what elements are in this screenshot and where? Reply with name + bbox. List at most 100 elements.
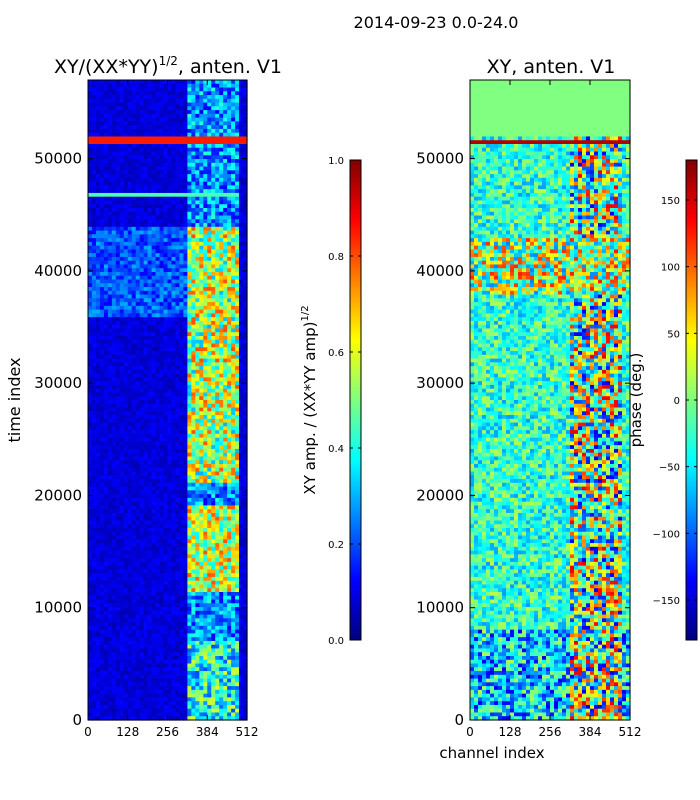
heatmap-cell [211,415,216,420]
heatmap-cell [199,403,204,409]
heatmap-cell [143,298,149,303]
heatmap-cell [151,358,157,363]
heatmap-cell [88,125,93,130]
heatmap-cell [99,486,105,491]
heatmap-cell [211,475,216,480]
heatmap-cell [119,456,125,461]
heatmap-cell [235,144,240,149]
heatmap-cell [95,177,101,183]
heatmap-cell [219,309,224,315]
heatmap-cell [91,400,97,405]
heatmap-cell [235,524,240,529]
heatmap-cell [135,287,141,292]
heatmap-cell [123,471,129,476]
heatmap-cell [155,516,161,522]
heatmap-cell [183,245,188,251]
heatmap-cell [195,230,200,235]
heatmap-cell [99,219,105,224]
heatmap-cell [159,260,165,266]
heatmap-cell [235,185,240,190]
heatmap-cell [135,418,141,424]
heatmap-cell [191,151,196,156]
heatmap-cell [171,245,177,251]
heatmap-cell [131,91,137,96]
heatmap-cell [211,317,216,322]
heatmap-cell [199,238,204,243]
heatmap-cell [243,170,248,175]
heatmap-cell [95,226,101,232]
heatmap-cell [227,279,232,284]
heatmap-cell [139,313,145,318]
heatmap-cell [123,392,129,397]
heatmap-cell [239,102,244,107]
heatmap-cell [131,196,137,202]
heatmap-cell [159,377,165,382]
heatmap-cell [203,407,208,412]
heatmap-cell [163,373,169,379]
heatmap-cell [239,381,244,386]
heatmap-cell [111,223,117,228]
heatmap-cell [147,226,153,232]
heatmap-cell [159,441,165,446]
heatmap-cell [147,516,153,522]
heatmap-cell [123,87,129,92]
heatmap-cell [219,305,224,311]
heatmap-cell [207,497,212,503]
heatmap-cell [147,305,153,311]
heatmap-cell [199,320,204,326]
heatmap-cell [179,305,185,311]
heatmap-cell [123,106,129,111]
heatmap-cell [227,418,232,424]
heatmap-cell [119,294,125,299]
heatmap-cell [211,113,216,119]
heatmap-cell [167,317,173,322]
heatmap-cell [167,91,173,96]
heatmap-cell [111,219,117,224]
heatmap-cell [175,328,181,333]
heatmap-cell [231,539,236,544]
heatmap-cell [211,128,216,134]
heatmap-cell [199,125,204,130]
heatmap-cell [187,520,192,525]
heatmap-cell [115,373,121,379]
heatmap-cell [127,482,133,488]
heatmap-cell [211,249,216,254]
heatmap-cell [231,475,236,480]
heatmap-cell [143,132,149,138]
heatmap-cell [175,249,181,254]
heatmap-cell [183,426,188,431]
heatmap-cell [183,223,188,228]
heatmap-cell [115,422,121,427]
heatmap-cell [91,524,97,529]
heatmap-cell [107,144,113,149]
heatmap-cell [103,546,109,552]
heatmap-cell [195,256,200,262]
heatmap-cell [119,215,125,220]
heatmap-cell [99,245,105,251]
heatmap-cell [223,426,228,431]
heatmap-cell [95,245,101,251]
heatmap-cell [231,313,236,318]
heatmap-cell [127,528,133,533]
heatmap-cell [179,87,185,92]
heatmap-cell [235,328,240,333]
heatmap-cell [231,309,236,315]
heatmap-cell [163,91,169,96]
heatmap-cell [95,332,101,337]
heatmap-cell [123,486,129,491]
heatmap-cell [151,418,157,424]
heatmap-cell [99,546,105,552]
heatmap-cell [159,136,165,141]
heatmap-cell [219,343,224,348]
heatmap-cell [195,448,200,454]
heatmap-cell [127,189,133,194]
heatmap-cell [239,147,244,153]
heatmap-cell [215,204,220,209]
heatmap-cell [131,464,137,469]
heatmap-cell [163,80,169,85]
heatmap-cell [135,279,141,284]
heatmap-cell [171,418,177,424]
heatmap-cell [239,181,244,187]
heatmap-cell [187,512,192,518]
heatmap-cell [215,290,220,296]
